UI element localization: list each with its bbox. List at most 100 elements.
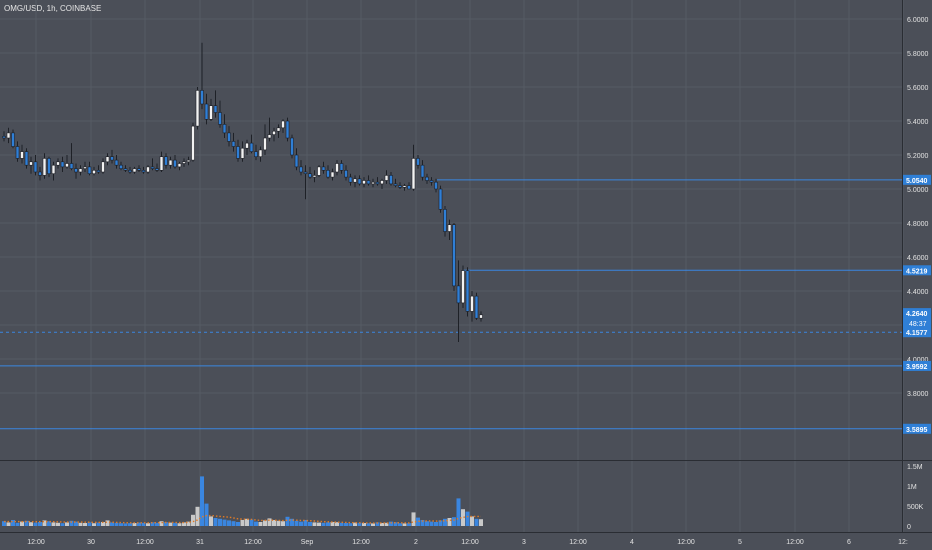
volume-bar bbox=[420, 520, 425, 526]
level-price-label: 4.5219 bbox=[906, 268, 928, 275]
candle-body bbox=[87, 166, 92, 174]
candle-body bbox=[96, 170, 101, 173]
volume-bar bbox=[456, 498, 461, 526]
volume-bar bbox=[339, 522, 344, 526]
candle-body bbox=[47, 158, 51, 174]
candle-body bbox=[263, 137, 267, 151]
candle-body bbox=[200, 90, 204, 105]
symbol-title: OMG/USD, 1h, COINBASE bbox=[4, 4, 102, 13]
volume-bar bbox=[416, 517, 420, 526]
price-tick-label: 4.8000 bbox=[907, 221, 929, 228]
volume-bar bbox=[389, 521, 393, 526]
candle-body bbox=[92, 170, 96, 175]
volume-bar bbox=[362, 523, 366, 526]
volume-bar bbox=[380, 523, 384, 526]
volume-bar bbox=[105, 520, 110, 526]
price-tick-label: 6.0000 bbox=[907, 17, 929, 24]
level-price-tag bbox=[903, 174, 931, 185]
candle-body bbox=[474, 295, 479, 319]
candle-body bbox=[362, 180, 366, 185]
volume-bar bbox=[398, 523, 402, 526]
volume-bar bbox=[42, 520, 47, 526]
time-tick-label: 12: bbox=[898, 539, 908, 546]
volume-bar bbox=[236, 522, 240, 526]
volume-bar bbox=[344, 523, 348, 526]
candle-body bbox=[258, 149, 263, 157]
volume-bar bbox=[272, 520, 276, 526]
volume-bar bbox=[249, 519, 254, 526]
volume-bar bbox=[254, 521, 258, 526]
volume-bar bbox=[56, 522, 60, 526]
volume-bar bbox=[434, 522, 438, 526]
price-tick-label: 4.0000 bbox=[907, 357, 929, 364]
candle-body bbox=[231, 141, 236, 147]
volume-bar bbox=[65, 522, 69, 526]
time-tick-label: 30 bbox=[87, 539, 95, 546]
last-price-label: 4.2640 bbox=[906, 311, 928, 318]
candle-body bbox=[168, 159, 173, 166]
volume-bar bbox=[173, 522, 177, 526]
volume-bar bbox=[186, 521, 191, 526]
volume-bar bbox=[227, 520, 231, 526]
candle-body bbox=[186, 159, 191, 163]
candle-body bbox=[42, 158, 47, 176]
volume-bar bbox=[231, 521, 236, 526]
volume-bar bbox=[299, 521, 303, 526]
volume-bar bbox=[218, 518, 222, 526]
candle-body bbox=[366, 180, 371, 185]
candle-body bbox=[15, 146, 20, 159]
volume-bar bbox=[78, 522, 83, 526]
volume-tick-label: 1M bbox=[907, 484, 917, 491]
price-tick-label: 5.0000 bbox=[907, 187, 929, 194]
candle-body bbox=[312, 175, 317, 178]
candle-body bbox=[236, 146, 240, 159]
volume-bar bbox=[24, 520, 29, 526]
time-tick-label: 12:00 bbox=[461, 539, 479, 546]
candle-body bbox=[105, 156, 110, 163]
volume-bar bbox=[150, 522, 155, 526]
price-tick-label: 5.8000 bbox=[907, 51, 929, 58]
volume-bar bbox=[101, 522, 105, 526]
countdown-label: 48:37 bbox=[909, 321, 927, 328]
candle-body bbox=[249, 142, 254, 152]
volume-tick-label: 0 bbox=[907, 524, 911, 531]
volume-bar bbox=[209, 516, 213, 526]
volume-bar bbox=[375, 522, 380, 526]
candle-body bbox=[299, 166, 303, 173]
volume-bar bbox=[326, 522, 330, 526]
candle-body bbox=[339, 163, 344, 171]
volume-bar bbox=[96, 522, 101, 526]
volume-bar bbox=[312, 522, 317, 526]
volume-bar bbox=[303, 520, 308, 526]
candle-body bbox=[128, 170, 132, 173]
candle-body bbox=[195, 90, 200, 127]
candle-body bbox=[326, 170, 330, 178]
volume-bar bbox=[128, 523, 132, 526]
candle-body bbox=[303, 171, 308, 174]
candle-body bbox=[146, 166, 150, 173]
volume-bar bbox=[110, 522, 114, 526]
volume-bar bbox=[447, 518, 452, 526]
volume-bar bbox=[330, 522, 335, 526]
candle-body bbox=[276, 127, 281, 132]
candle-body bbox=[110, 156, 114, 161]
candle-body bbox=[254, 151, 258, 158]
candle-body bbox=[416, 158, 420, 166]
candle-body bbox=[389, 175, 393, 185]
volume-bar bbox=[393, 522, 398, 526]
candle-body bbox=[335, 163, 339, 173]
last-price-tag bbox=[903, 308, 931, 331]
candle-body bbox=[285, 120, 290, 139]
time-tick-label: 12:00 bbox=[27, 539, 45, 546]
volume-bar bbox=[240, 520, 245, 526]
volume-bar bbox=[371, 523, 375, 526]
volume-bar bbox=[470, 516, 474, 526]
candle-body bbox=[69, 163, 74, 169]
volume-bar bbox=[164, 522, 168, 526]
candle-body bbox=[465, 270, 470, 312]
volume-bar bbox=[222, 519, 227, 526]
volume-bar bbox=[384, 522, 389, 526]
volume-bar bbox=[29, 522, 33, 526]
candle-body bbox=[11, 132, 15, 147]
